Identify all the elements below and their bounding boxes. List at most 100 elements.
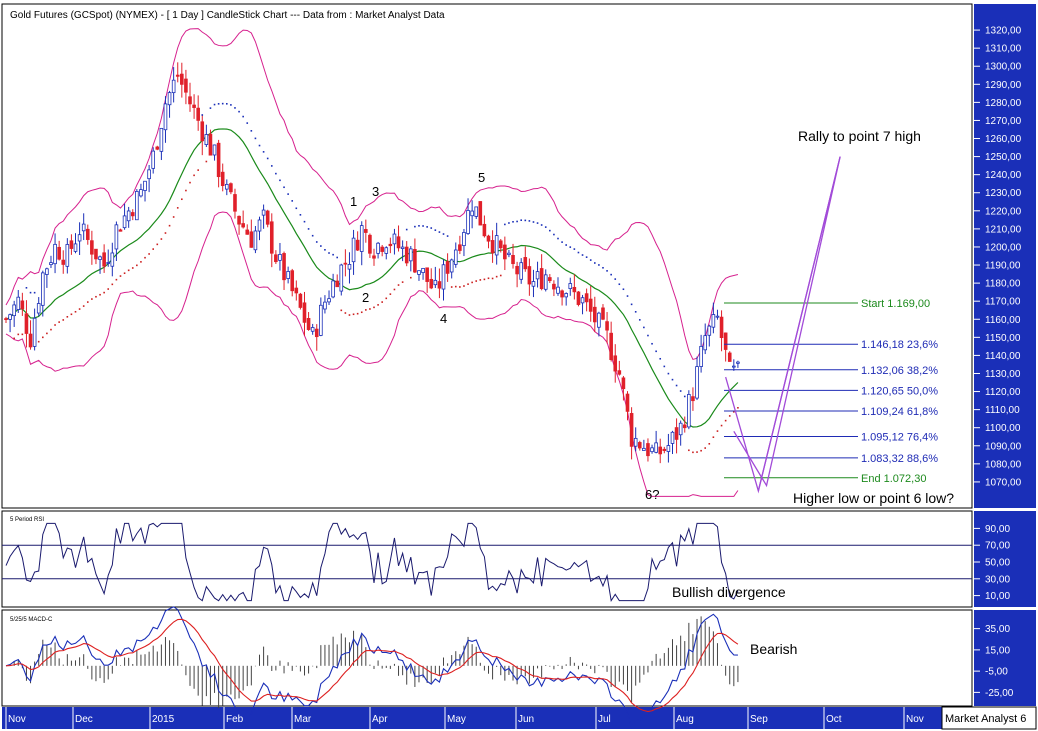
- candle-body: [556, 286, 560, 294]
- candle-body: [413, 249, 417, 273]
- rsi-axis-bg: [974, 511, 1036, 607]
- sar-dot: [344, 312, 347, 314]
- candle-body: [282, 253, 286, 281]
- sar-dot: [160, 238, 163, 240]
- macd-tick-label: -5,00: [985, 667, 1008, 678]
- moving-average: [5, 128, 739, 428]
- sar-dot: [107, 288, 110, 290]
- sar-dot: [168, 224, 171, 227]
- sar-dot: [213, 103, 216, 106]
- candle-body: [392, 233, 397, 245]
- sar-dot: [54, 324, 56, 326]
- sar-dot: [99, 293, 101, 296]
- candle-body: [494, 235, 499, 256]
- candle-body: [597, 312, 601, 328]
- candle-body: [192, 104, 196, 108]
- fib-label: 1.120,65 50,0%: [861, 385, 938, 397]
- candle-body: [126, 210, 131, 222]
- sar-dot: [459, 286, 461, 288]
- candle-body: [24, 313, 29, 334]
- candle-body: [208, 133, 213, 156]
- price-tick-label: 1090,00: [985, 441, 1022, 452]
- candle-body: [654, 442, 658, 453]
- sar-dot: [557, 237, 559, 240]
- candle-body: [200, 121, 205, 142]
- sar-dot: [389, 293, 392, 295]
- candle-body: [229, 183, 233, 193]
- candle-body: [77, 234, 82, 242]
- candle-body: [233, 194, 237, 212]
- candle-body: [605, 321, 609, 331]
- candle-body: [359, 225, 364, 252]
- sar-dot: [25, 287, 28, 289]
- sar-dot: [348, 314, 351, 316]
- sar-dot: [307, 228, 310, 230]
- sar-dot: [193, 174, 195, 177]
- candle-body: [135, 191, 139, 221]
- wave-label-2: 2: [362, 290, 369, 305]
- candle-body: [372, 255, 376, 259]
- sar-dot: [254, 137, 257, 140]
- sar-dot: [172, 216, 175, 218]
- sar-dot: [688, 449, 690, 452]
- sar-dot: [230, 104, 232, 106]
- sar-dot: [454, 285, 457, 288]
- price-tick-label: 1160,00: [985, 315, 1021, 326]
- candle-body: [155, 146, 160, 150]
- candle-body: [625, 393, 630, 412]
- candle-body: [449, 259, 454, 273]
- candle-body: [106, 262, 111, 264]
- candles: [4, 62, 740, 464]
- sar-dot: [716, 430, 719, 432]
- candle-body: [364, 229, 368, 233]
- candle-body: [474, 206, 479, 217]
- price-tick-label: 1270,00: [985, 116, 1022, 127]
- price-tick-label: 1100,00: [985, 423, 1021, 434]
- sar-dot: [508, 222, 510, 224]
- sar-dot: [360, 311, 363, 314]
- sar-dot: [95, 295, 97, 298]
- candle-body: [441, 264, 446, 290]
- candle-body: [90, 240, 94, 255]
- candle-body: [331, 280, 335, 298]
- candle-body: [678, 422, 683, 436]
- sar-dot: [483, 278, 486, 281]
- sar-dot: [671, 378, 674, 381]
- candle-body: [28, 333, 33, 348]
- sar-dot: [598, 264, 600, 266]
- candle-body: [568, 283, 573, 289]
- rsi-annotation: Bullish divergence: [672, 584, 786, 600]
- sar-dot: [630, 303, 633, 306]
- candle-body: [400, 246, 405, 249]
- month-label: Oct: [826, 714, 842, 725]
- sar-dot: [606, 270, 608, 272]
- sar-dot: [103, 291, 105, 294]
- candle-body: [727, 352, 732, 362]
- sar-dot: [528, 220, 531, 222]
- candle-body: [94, 248, 98, 260]
- price-tick-label: 1210,00: [985, 224, 1022, 235]
- candle-body: [147, 169, 151, 180]
- sar-dot: [315, 241, 318, 243]
- candle-body: [347, 264, 352, 270]
- month-label: Nov: [8, 714, 26, 725]
- candle-body: [404, 246, 409, 264]
- sar-dot: [675, 384, 678, 387]
- sar-dot: [610, 273, 612, 276]
- candle-body: [224, 183, 229, 190]
- candle-body: [650, 447, 654, 453]
- price-tick-label: 1260,00: [985, 134, 1022, 145]
- candle-body: [49, 262, 53, 266]
- candle-body: [576, 291, 581, 305]
- candle-body: [159, 127, 164, 152]
- sar-dot: [234, 107, 236, 109]
- price-tick-label: 1230,00: [985, 188, 1022, 199]
- sar-dot: [381, 301, 383, 303]
- candle-body: [139, 189, 143, 197]
- sar-dot: [708, 442, 711, 445]
- candle-body: [188, 96, 192, 105]
- candle-body: [102, 252, 106, 267]
- candle-body: [593, 306, 597, 323]
